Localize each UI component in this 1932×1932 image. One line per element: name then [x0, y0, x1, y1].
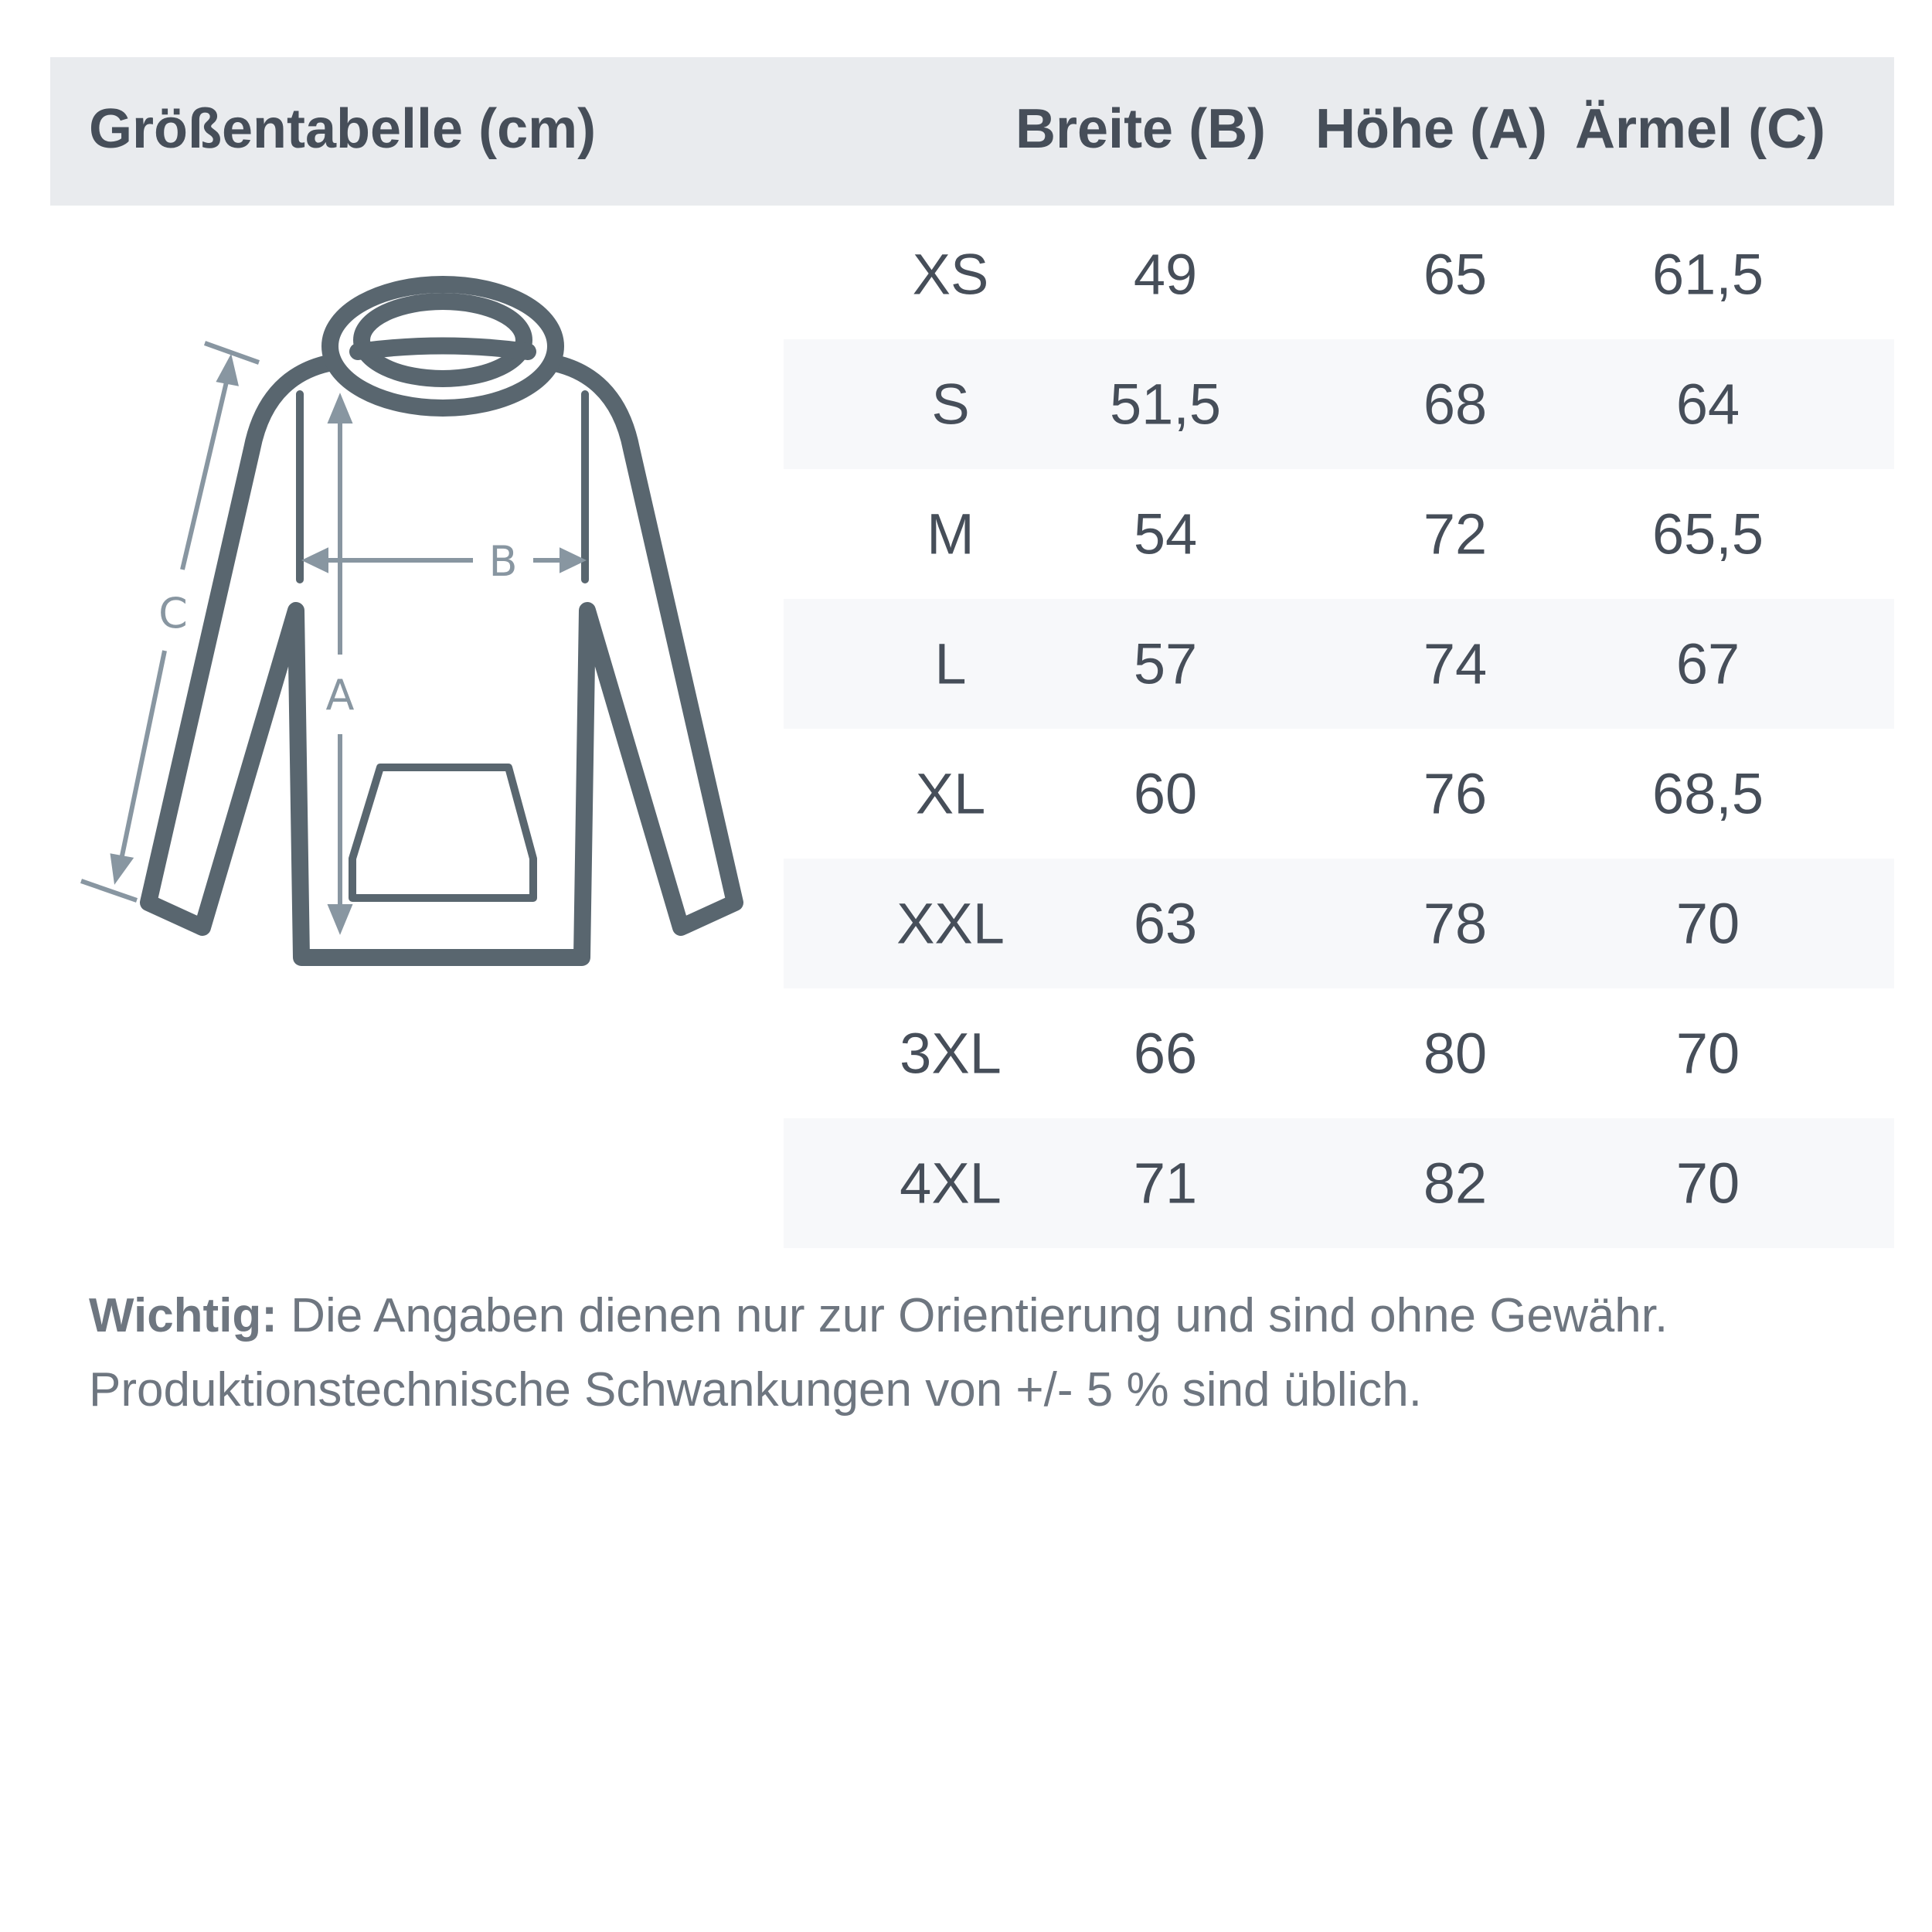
hoodie-outline-icon [140, 276, 743, 966]
table-row: XS 49 65 61,5 [784, 209, 1894, 339]
note-label: Wichtig: [89, 1289, 277, 1342]
cell-breite: 54 [1133, 502, 1198, 566]
cell-aermel: 70 [1675, 891, 1740, 956]
arrow-head-icon [560, 547, 587, 573]
cell-breite: 63 [1133, 891, 1198, 956]
cell-hoehe: 80 [1423, 1021, 1488, 1086]
cell-size: 4XL [900, 1151, 1002, 1216]
column-header-breite: Breite (B) [1015, 98, 1267, 160]
cell-aermel: 64 [1675, 372, 1740, 437]
cell-hoehe: 74 [1423, 631, 1488, 696]
note-line-2: Produktionstechnische Schwankungen von +… [89, 1363, 1422, 1417]
hoodie-measurement-diagram: A B C [80, 276, 743, 966]
cell-aermel: 61,5 [1651, 242, 1764, 307]
label-a: A [326, 671, 355, 719]
page-title: Größentabelle (cm) [89, 98, 597, 160]
arrow-head-icon [216, 353, 239, 386]
arrow-c-upper [180, 378, 230, 570]
cell-aermel: 70 [1675, 1151, 1740, 1216]
note-line-1: Die Angaben dienen nur zur Orientierung … [277, 1289, 1668, 1342]
cell-hoehe: 72 [1423, 502, 1488, 566]
cell-size: XL [915, 761, 986, 826]
arrow-head-icon [327, 904, 353, 935]
tick-line [80, 879, 138, 903]
table-row: M 54 72 65,5 [784, 469, 1894, 599]
cell-hoehe: 82 [1423, 1151, 1488, 1216]
column-header-hoehe: Höhe (A) [1315, 98, 1547, 160]
arrow-head-icon [110, 853, 134, 885]
cell-breite: 49 [1133, 242, 1198, 307]
table-row: 3XL 66 80 70 [784, 988, 1894, 1118]
cell-breite: 66 [1133, 1021, 1198, 1086]
table-header: Größentabelle (cm) Breite (B) Höhe (A) Ä… [50, 57, 1894, 206]
cell-breite: 60 [1133, 761, 1198, 826]
cell-hoehe: 78 [1423, 891, 1488, 956]
table-row: XL 60 76 68,5 [784, 729, 1894, 859]
tick-line [203, 341, 260, 365]
cell-size: L [934, 631, 967, 696]
cell-size: 3XL [900, 1021, 1002, 1086]
table-row: 4XL 71 82 70 [784, 1118, 1894, 1248]
cell-breite: 57 [1133, 631, 1198, 696]
cell-size: M [927, 502, 975, 566]
cell-hoehe: 76 [1423, 761, 1488, 826]
table-row: L 57 74 67 [784, 599, 1894, 729]
arrow-head-icon [301, 547, 328, 573]
cell-aermel: 68,5 [1651, 761, 1764, 826]
cell-size: XS [912, 242, 989, 307]
cell-hoehe: 68 [1423, 372, 1488, 437]
label-c: C [158, 589, 188, 638]
cell-hoehe: 65 [1423, 242, 1488, 307]
cell-aermel: 67 [1675, 631, 1740, 696]
cell-size: XXL [896, 891, 1005, 956]
cell-aermel: 65,5 [1651, 502, 1764, 566]
arrow-c-lower [119, 650, 167, 860]
cell-size: S [931, 372, 970, 437]
measurement-arrows [80, 341, 587, 935]
label-b: B [488, 537, 517, 586]
arrow-head-icon [327, 393, 353, 423]
table-row: S 51,5 68 64 [784, 339, 1894, 469]
cell-breite: 51,5 [1109, 372, 1222, 437]
table-row: XXL 63 78 70 [784, 859, 1894, 988]
disclaimer-note: Wichtig: Die Angaben dienen nur zur Orie… [89, 1279, 1668, 1427]
cell-breite: 71 [1133, 1151, 1198, 1216]
column-header-aermel: Ärmel (C) [1575, 98, 1826, 160]
cell-aermel: 70 [1675, 1021, 1740, 1086]
